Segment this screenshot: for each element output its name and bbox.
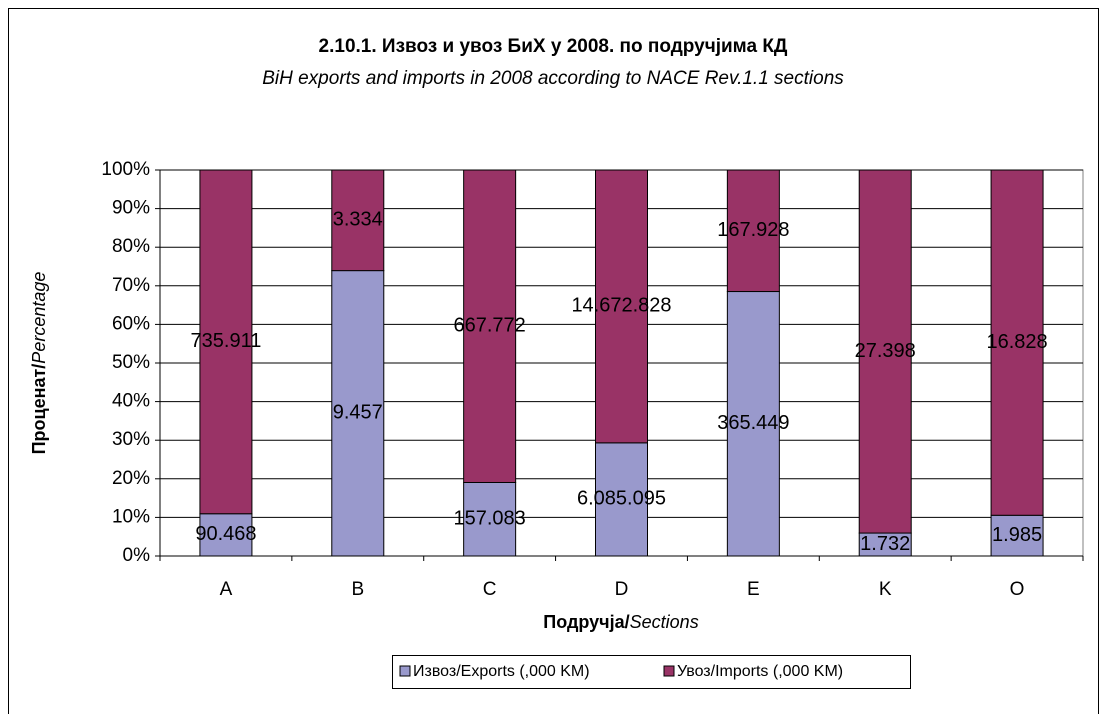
y-tick-label: 60% — [112, 313, 150, 334]
bar-segment — [726, 291, 780, 557]
data-label: 1.732 — [860, 533, 910, 555]
chart-title: 2.10.1. Извоз и увоз БиХ у 2008. по подр… — [319, 36, 788, 57]
x-tick-label: E — [747, 579, 760, 600]
y-axis-label-italic: Percentage — [29, 272, 49, 364]
bar-segment — [595, 442, 648, 557]
data-label: 6.085.095 — [577, 488, 666, 510]
x-tick-label: K — [879, 579, 892, 600]
x-tick-label: B — [351, 579, 364, 600]
x-axis-label: Подручја/Sections — [543, 612, 698, 632]
y-tick-label: 50% — [112, 352, 150, 373]
x-tick-label: O — [1010, 579, 1025, 600]
y-axis-label: Проценат/Percentage — [29, 272, 49, 455]
data-label: 9.457 — [333, 402, 383, 424]
y-tick-label: 100% — [101, 159, 150, 180]
data-label: 14.672.828 — [571, 295, 671, 317]
legend-label: Извоз/Exports (,000 KM) — [413, 663, 590, 680]
data-label: 90.468 — [195, 523, 256, 545]
y-axis-label-bold: Проценат/ — [29, 364, 49, 455]
y-tick-label: 70% — [112, 275, 150, 296]
bar-segment — [331, 169, 385, 272]
chart-subtitle: BiH exports and imports in 2008 accordin… — [262, 68, 844, 89]
bar-segment — [463, 481, 517, 557]
x-axis-label-bold: Подручја/ — [543, 612, 629, 632]
data-label: 667.772 — [453, 315, 525, 337]
legend-label: Увоз/Imports (,000 KM) — [677, 663, 843, 680]
x-tick-label: C — [483, 579, 497, 600]
bar-segment — [199, 169, 253, 515]
data-label: 157.083 — [453, 508, 525, 530]
bar-segment — [726, 169, 780, 293]
bar-segment — [331, 270, 385, 557]
bar-segment — [858, 169, 912, 534]
legend-swatch — [663, 665, 675, 677]
data-label: 3.334 — [333, 209, 383, 231]
x-tick-label: D — [615, 579, 629, 600]
x-axis-label-italic: Sections — [630, 612, 699, 632]
bar-segment — [990, 169, 1044, 516]
y-tick-label: 0% — [123, 545, 151, 566]
legend-box — [392, 655, 911, 689]
data-label: 735.911 — [191, 330, 262, 352]
bar-segment — [595, 169, 648, 444]
data-label: 167.928 — [717, 219, 789, 241]
legend-swatch — [399, 665, 411, 677]
data-label: 16.828 — [986, 331, 1047, 353]
y-tick-label: 20% — [112, 468, 150, 489]
y-tick-label: 80% — [112, 236, 150, 257]
data-label: 365.449 — [717, 412, 789, 434]
bar-segment — [463, 169, 517, 483]
data-label: 1.985 — [992, 524, 1042, 546]
y-tick-label: 30% — [112, 429, 150, 450]
data-label: 27.398 — [855, 340, 916, 362]
bar-segment — [199, 513, 253, 557]
y-tick-label: 90% — [112, 198, 150, 219]
y-tick-label: 40% — [112, 391, 150, 412]
y-tick-label: 10% — [112, 506, 150, 527]
x-tick-label: A — [220, 579, 233, 600]
